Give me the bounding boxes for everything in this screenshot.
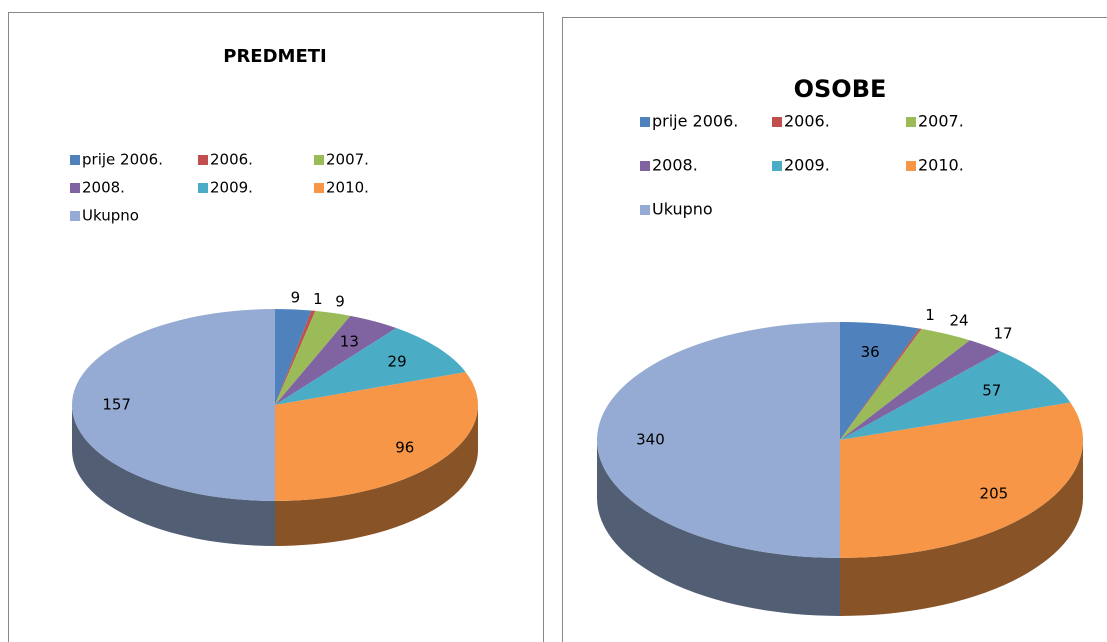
slice xyxy=(840,322,920,440)
data-label: 157 xyxy=(102,396,131,414)
legend-label: Ukupno xyxy=(652,200,713,219)
legend-swatch xyxy=(70,155,80,165)
slice xyxy=(840,328,970,440)
data-label: 96 xyxy=(395,438,414,456)
data-label: 205 xyxy=(980,484,1009,502)
data-label: 1 xyxy=(313,290,323,308)
legend-swatch xyxy=(198,183,208,193)
legend-label: 2010. xyxy=(326,179,369,197)
slice xyxy=(597,322,840,558)
slice-side xyxy=(275,405,478,546)
legend-swatch xyxy=(772,117,782,127)
data-label: 9 xyxy=(291,288,301,306)
legend-swatch xyxy=(70,211,80,221)
legend-label: 2008. xyxy=(82,179,125,197)
slice xyxy=(840,351,1071,440)
legend-label: 2008. xyxy=(652,156,698,175)
legend-label: 2007. xyxy=(326,151,369,169)
legend-swatch xyxy=(198,155,208,165)
slice xyxy=(840,328,922,440)
legend-label: prije 2006. xyxy=(652,112,738,131)
slice xyxy=(275,310,351,405)
slice xyxy=(840,340,1001,440)
slice xyxy=(275,309,312,405)
slice-side xyxy=(597,440,840,616)
legend-label: 2010. xyxy=(918,156,964,175)
chart-title: OSOBE xyxy=(794,75,887,103)
data-label: 29 xyxy=(388,352,407,370)
slice-side xyxy=(840,440,1083,616)
legend-swatch xyxy=(640,117,650,127)
legend-label: Ukupno xyxy=(82,207,139,225)
legend-label: prije 2006. xyxy=(82,151,163,169)
legend-swatch xyxy=(772,161,782,171)
slice xyxy=(840,402,1083,558)
legend-label: 2007. xyxy=(918,112,964,131)
slice-side xyxy=(72,405,275,546)
slice xyxy=(275,372,478,501)
data-label: 24 xyxy=(950,312,969,330)
legend-swatch xyxy=(640,161,650,171)
legend-swatch xyxy=(70,183,80,193)
legend-swatch xyxy=(314,155,324,165)
legend-swatch xyxy=(314,183,324,193)
slice xyxy=(275,310,316,405)
data-label: 17 xyxy=(993,325,1012,343)
legend-label: 2009. xyxy=(210,179,253,197)
data-label: 9 xyxy=(335,292,345,310)
data-label: 36 xyxy=(861,343,880,361)
slice xyxy=(72,309,275,501)
legend-label: 2009. xyxy=(784,156,830,175)
data-label: 57 xyxy=(982,382,1001,400)
slice xyxy=(275,328,466,405)
legend-label: 2006. xyxy=(784,112,830,131)
legend-swatch xyxy=(906,117,916,127)
data-label: 340 xyxy=(636,431,665,449)
data-label: 1 xyxy=(925,306,935,324)
chart-title: PREDMETI xyxy=(223,46,326,67)
data-label: 13 xyxy=(340,333,359,351)
legend-label: 2006. xyxy=(210,151,253,169)
legend-swatch xyxy=(906,161,916,171)
legend-swatch xyxy=(640,205,650,215)
slice xyxy=(275,315,397,405)
